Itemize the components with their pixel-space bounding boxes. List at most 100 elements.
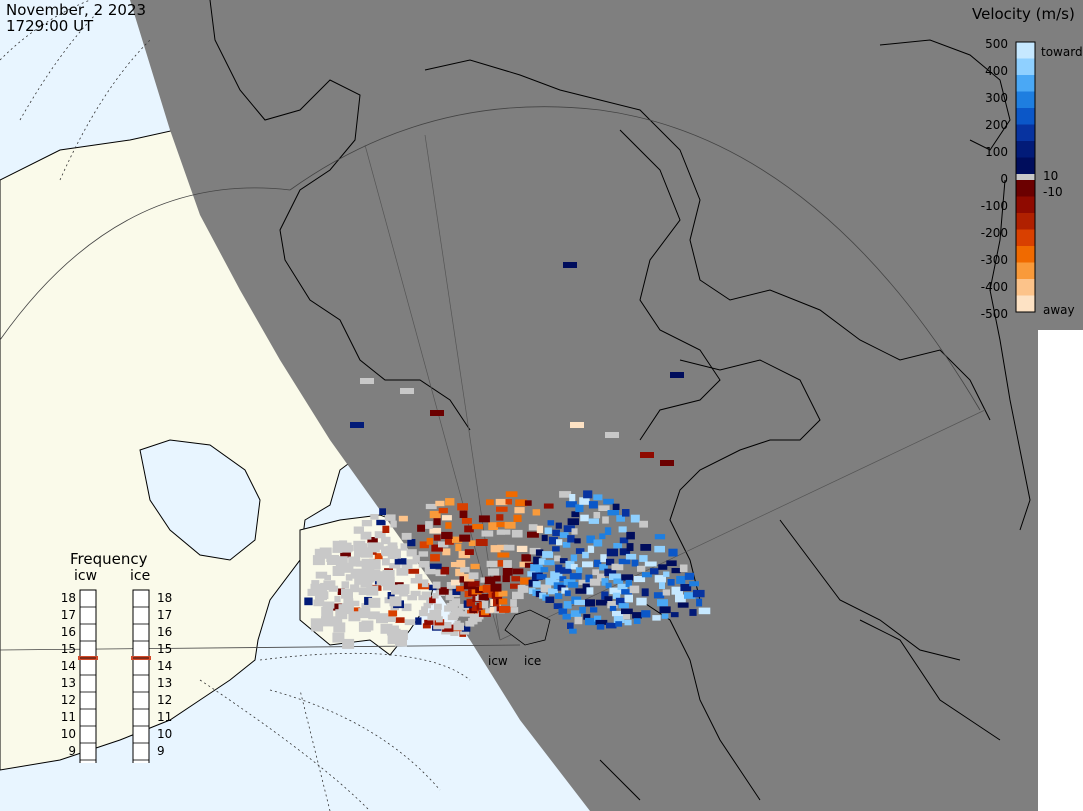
velocity-cell [367,537,378,543]
velocity-cell [472,524,484,530]
velocity-cell [565,501,577,508]
velocity-cell [502,575,510,583]
velocity-cell [540,584,552,593]
velocity-cell [580,514,589,522]
velocity-cell [379,508,386,515]
velocity-cell [521,585,529,593]
velocity-cell [609,605,617,612]
frequency-level-label: 10 [61,727,76,741]
velocity-cell [596,599,607,606]
frequency-level-label: 15 [157,642,172,656]
velocity-cell [536,574,547,580]
velocity-cell [658,564,668,570]
velocity-cell [565,560,575,569]
velocity-cell [433,534,441,541]
velocity-cell [327,555,339,565]
velocity-cell [545,596,555,603]
velocity-cell [511,529,523,538]
velocity-cell [606,622,617,629]
station-label-ice: ice [524,654,541,668]
frequency-col-ice: ice [130,568,151,584]
velocity-cell [388,628,401,639]
velocity-cell [583,614,591,620]
velocity-cell [639,520,648,528]
velocity-cell [586,587,594,595]
hudson-bay [139,439,261,561]
velocity-cell [440,566,450,575]
velocity-cell [630,514,640,523]
velocity-cell [497,560,505,567]
velocity-cell [532,509,541,516]
frequency-panel: Frequency icw ice 18 17 16 15 14 13 12 11 10 9 8 1… [55,548,195,763]
velocity-cell [660,460,674,466]
velocity-cell [376,519,386,526]
velocity-cell [453,607,463,614]
frequency-level-label: 12 [157,693,172,707]
velocity-cell [555,522,562,529]
velocity-cell [541,534,548,542]
frequency-level-label: 12 [61,693,76,707]
velocity-cell [314,548,327,559]
velocity-cell [593,559,602,568]
velocity-cell [510,599,517,607]
velocity-cell [490,545,501,553]
velocity-cell [332,540,345,551]
velocity-cell [478,593,489,601]
velocity-cell [540,567,549,573]
velocity-cell [613,578,624,584]
velocity-cell [367,542,380,553]
velocity-cell [605,432,619,438]
velocity-cell [582,551,589,559]
velocity-cell [641,588,649,597]
velocity-cell [609,587,622,595]
velocity-cell [554,573,563,580]
velocity-cell [358,621,371,632]
velocity-cell [675,594,686,603]
velocity-cell [604,596,613,604]
velocity-cell [654,575,666,583]
velocity-cell [358,587,369,595]
velocity-cell [689,609,697,616]
velocity-cell [567,535,575,543]
velocity-cell [421,591,432,598]
velocity-cell [374,553,383,560]
velocity-cell [641,610,651,618]
velocity-cell [429,510,441,519]
velocity-cell [595,619,608,625]
velocity-cell [464,549,474,555]
velocity-cell [538,558,546,565]
velocity-cell [529,547,541,555]
legend-swatch-toward [1016,124,1035,142]
header-date: November, 2 2023 [6,1,147,19]
velocity-cell [394,558,407,565]
frequency-level-label: 14 [61,659,76,673]
legend-tick-label: 400 [985,64,1008,78]
velocity-cell [504,529,511,535]
velocity-cell [567,581,579,588]
velocity-cell [496,529,505,535]
velocity-cell [621,589,632,595]
legend-tick-label: -300 [981,253,1008,267]
velocity-cell [486,560,498,568]
velocity-cell [585,599,596,607]
velocity-cell [350,422,364,428]
velocity-cell [504,521,516,529]
velocity-cell [654,545,665,553]
velocity-cell [626,543,634,551]
velocity-cell [570,554,578,562]
frequency-level-label: 16 [157,625,172,639]
velocity-cell [618,526,627,533]
velocity-cell [612,592,621,599]
velocity-cell [368,597,381,608]
velocity-cell [684,572,695,580]
velocity-legend: Velocity (m/s) 500 400 300 200 100 10 0 -10 -100… [960,0,1083,330]
velocity-cell [418,561,430,568]
velocity-cell [433,622,445,630]
velocity-cell [618,603,629,609]
velocity-cell [341,588,353,599]
velocity-cell [657,599,668,607]
velocity-cell [588,501,598,509]
velocity-cell [368,559,381,570]
velocity-cell [493,575,501,582]
legend-swatch-away [1016,196,1035,214]
